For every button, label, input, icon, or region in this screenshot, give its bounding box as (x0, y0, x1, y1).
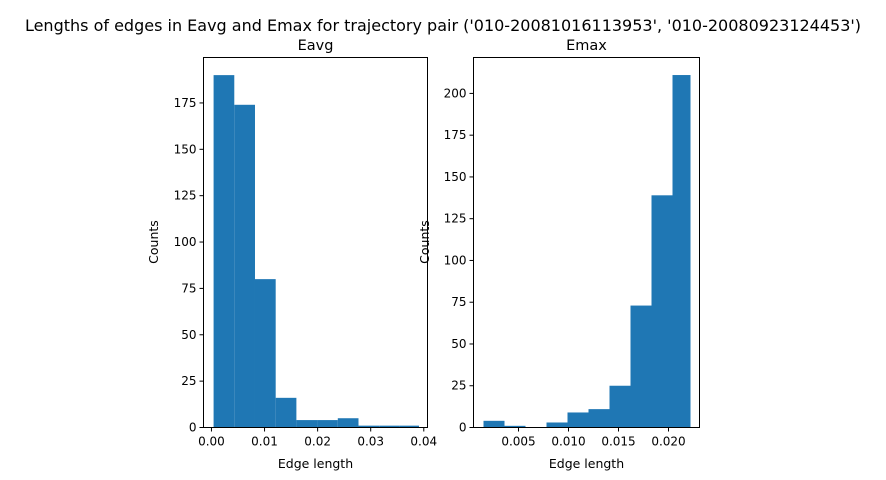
eavg-y-tick-label: 175 (174, 96, 197, 110)
eavg-x-label: Edge length (278, 456, 353, 471)
emax-bar (588, 409, 610, 428)
emax-bars (483, 75, 691, 428)
eavg-x-tick-label: 0.00 (198, 435, 225, 449)
emax-y-tick-label: 0 (459, 421, 467, 435)
emax-bar (567, 412, 589, 428)
emax-x-tick-label: 0.010 (551, 435, 585, 449)
eavg-y-tick-label: 150 (174, 142, 197, 156)
eavg-x-tick-label: 0.02 (304, 435, 331, 449)
emax-y-tick-label: 75 (451, 295, 466, 309)
eavg-bar (254, 279, 276, 428)
eavg-y-label: Counts (146, 220, 161, 264)
emax-x-tick-label: 0.015 (601, 435, 635, 449)
eavg-x-tick-label: 0.03 (357, 435, 384, 449)
emax-y-tick-label: 25 (451, 379, 466, 393)
eavg-x-tick-label: 0.04 (410, 435, 437, 449)
eavg-x-tick-label: 0.01 (251, 435, 278, 449)
eavg-bar (296, 420, 318, 428)
emax-bar (630, 305, 652, 428)
axes-emax-frame (473, 57, 700, 428)
axes-eavg: Eavg 0.00 0.01 0.02 0.03 0.04 0 25 50 75 100 125 1… (146, 38, 437, 471)
eavg-y-tick-label: 75 (181, 281, 196, 295)
emax-bar (483, 420, 505, 428)
figure-title: Lengths of edges in Eavg and Emax for tr… (25, 16, 861, 35)
eavg-y-tick-label: 125 (174, 189, 197, 203)
eavg-bars (213, 75, 420, 428)
emax-y-tick-label: 50 (451, 337, 466, 351)
emax-y-tick-label: 175 (444, 128, 467, 142)
emax-x-label: Edge length (549, 456, 624, 471)
axes-eavg-title: Eavg (298, 38, 334, 54)
emax-y-tick-label: 150 (444, 170, 467, 184)
emax-bar (609, 385, 631, 428)
axes-eavg-frame (203, 57, 428, 428)
eavg-y-tick-label: 25 (181, 374, 196, 388)
emax-y-tick-label: 200 (444, 86, 467, 100)
eavg-bar (399, 425, 420, 428)
eavg-bar (379, 425, 400, 428)
eavg-y-ticks: 0 25 50 75 100 125 150 175 (174, 96, 204, 435)
axes-emax-title: Emax (566, 38, 607, 54)
eavg-bar (275, 397, 297, 428)
eavg-bar (213, 75, 235, 428)
eavg-bar (234, 104, 255, 428)
emax-bar (504, 425, 526, 428)
emax-y-tick-label: 125 (444, 212, 467, 226)
emax-y-label: Counts (417, 220, 432, 264)
emax-bar (546, 422, 568, 428)
eavg-y-tick-label: 100 (174, 235, 197, 249)
eavg-bar (337, 418, 359, 428)
emax-bar (651, 195, 673, 428)
emax-x-tick-label: 0.020 (651, 435, 685, 449)
eavg-bar (317, 420, 338, 428)
emax-y-tick-label: 100 (444, 253, 467, 267)
emax-bar (672, 75, 691, 428)
emax-x-tick-label: 0.005 (501, 435, 535, 449)
eavg-bar (358, 425, 380, 428)
axes-emax: Emax 0.005 0.010 0.015 0.020 0 25 50 75 100 125 1… (417, 38, 700, 471)
eavg-x-ticks: 0.00 0.01 0.02 0.03 0.04 (198, 427, 437, 449)
emax-x-ticks: 0.005 0.010 0.015 0.020 (501, 427, 686, 449)
eavg-y-tick-label: 50 (181, 328, 196, 342)
eavg-y-tick-label: 0 (189, 421, 197, 435)
emax-y-ticks: 0 25 50 75 100 125 150 175 200 (444, 86, 474, 435)
